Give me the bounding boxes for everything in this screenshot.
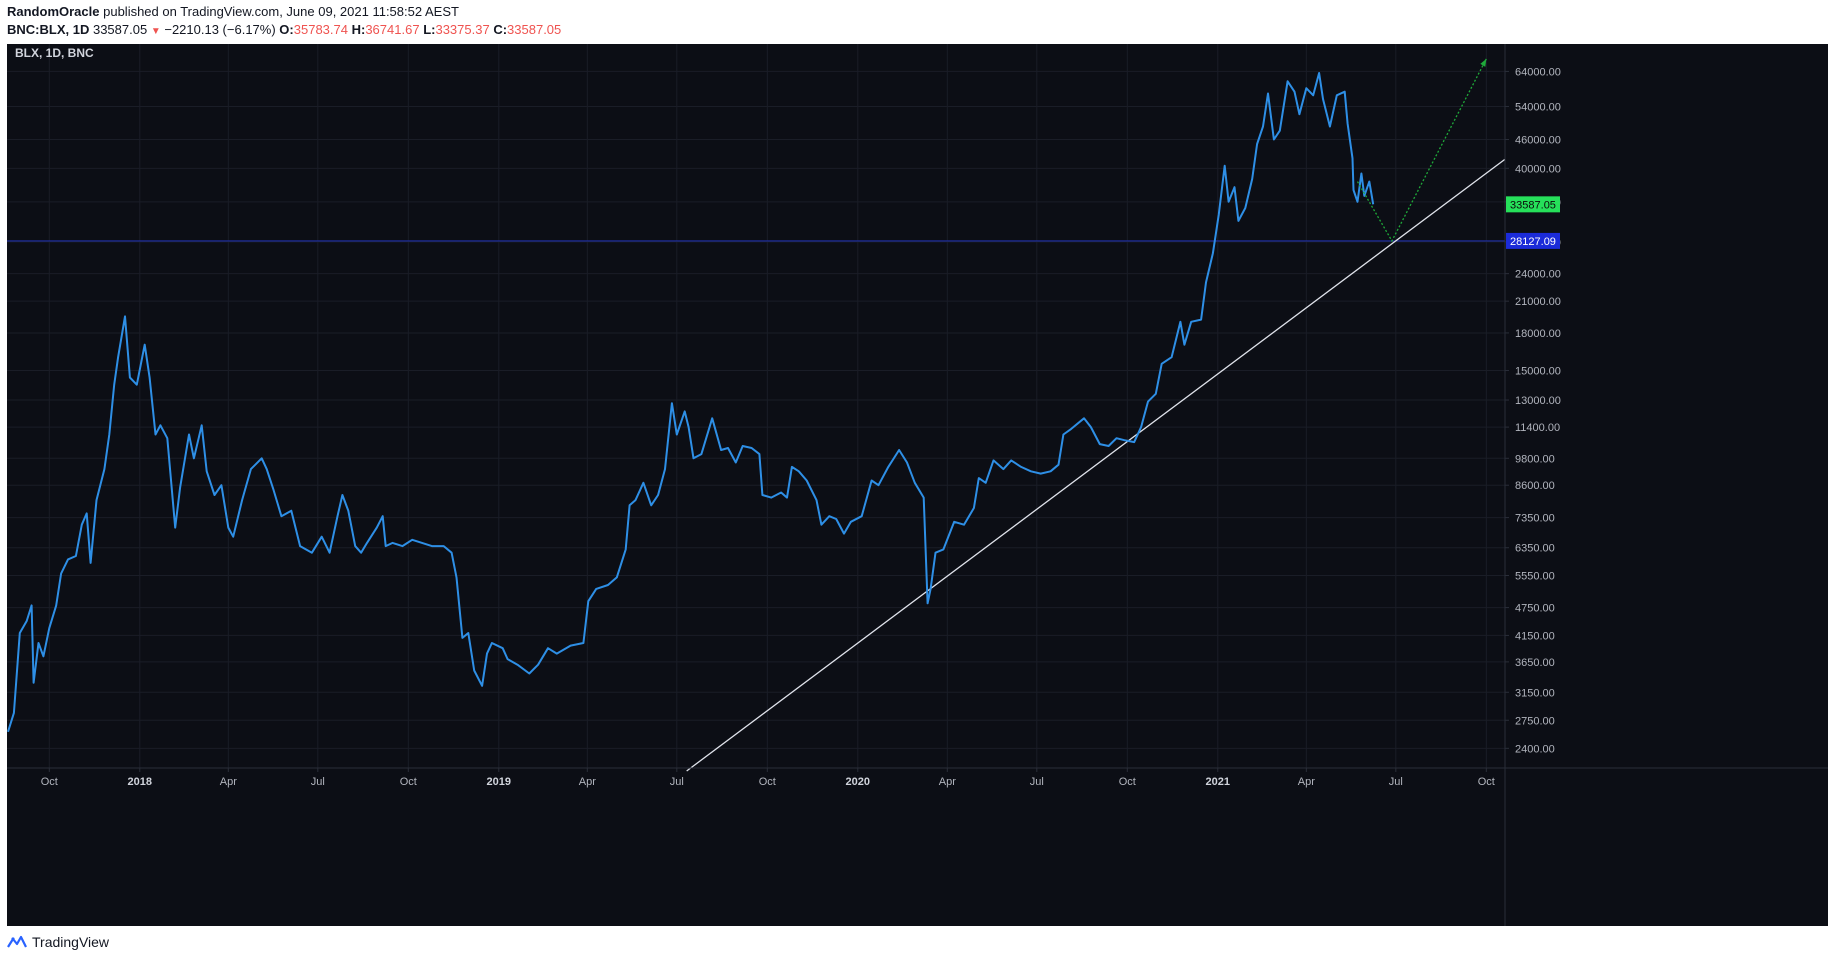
open-value: 35783.74 bbox=[293, 22, 348, 37]
price-tick-label: 11400.00 bbox=[1515, 422, 1560, 434]
time-tick-label: Oct bbox=[1478, 776, 1495, 788]
price-tick-label: 46000.00 bbox=[1515, 135, 1561, 147]
high-value: 36741.67 bbox=[365, 22, 420, 37]
chart-area[interactable]: 76000.0064000.0054000.0046000.0040000.00… bbox=[7, 31, 1828, 926]
price-series-line[interactable] bbox=[7, 72, 1375, 733]
price-tick-label: 2750.00 bbox=[1515, 715, 1555, 727]
price-tick-label: 18000.00 bbox=[1515, 328, 1561, 340]
price-change: −2210.13 (−6.17%) bbox=[164, 22, 276, 37]
time-tick-label: Jul bbox=[311, 776, 325, 788]
last-price-badge: 33587.05 bbox=[1510, 199, 1556, 211]
time-tick-label: 2021 bbox=[1206, 776, 1230, 788]
price-tick-label: 7350.00 bbox=[1515, 513, 1555, 525]
close-label: C: bbox=[493, 22, 508, 37]
plot-layer bbox=[7, 58, 1506, 772]
brand-label: TradingView bbox=[32, 934, 110, 950]
last-price-badge-bg bbox=[1506, 196, 1560, 213]
price-tick-label: 24000.00 bbox=[1515, 269, 1561, 281]
price-tick-label: 5550.00 bbox=[1515, 570, 1555, 582]
footer: TradingView bbox=[0, 926, 1828, 961]
time-tick-label: Jul bbox=[1030, 776, 1044, 788]
price-tick-label: 2400.00 bbox=[1515, 743, 1555, 755]
projection-arrowhead bbox=[1480, 58, 1487, 67]
time-tick-label: Oct bbox=[400, 776, 417, 788]
projection-path[interactable] bbox=[1356, 58, 1487, 243]
time-axis[interactable]: Oct 2018 Apr Jul Oct 2019 Apr Jul Oct 2020 Apr Jul O… bbox=[7, 767, 1828, 788]
time-tick-label: Jul bbox=[1389, 776, 1403, 788]
time-tick-label: Apr bbox=[939, 776, 956, 788]
grid-lines bbox=[7, 35, 1505, 768]
time-tick-label: 2020 bbox=[846, 776, 870, 788]
publish-info: RandomOracle published on TradingView.co… bbox=[7, 4, 459, 19]
low-label: L: bbox=[423, 22, 436, 37]
symbol-label: BLX, 1D, BNC bbox=[15, 46, 94, 60]
price-tick-label: 64000.00 bbox=[1515, 66, 1561, 78]
price-tick-label: 9800.00 bbox=[1515, 453, 1555, 465]
symbol-title: BNC:BLX, 1D bbox=[7, 22, 90, 37]
last-price: 33587.05 bbox=[92, 22, 148, 37]
price-tick-label: 8600.00 bbox=[1515, 480, 1555, 492]
time-tick-label: Oct bbox=[41, 776, 58, 788]
hline-price-badge: 28127.09 bbox=[1510, 236, 1556, 248]
time-tick-label: Oct bbox=[759, 776, 776, 788]
price-tick-label: 40000.00 bbox=[1515, 163, 1561, 175]
price-tick-label: 6350.00 bbox=[1515, 543, 1555, 555]
price-tick-label: 3150.00 bbox=[1515, 687, 1555, 699]
open-label: O: bbox=[279, 22, 294, 37]
author-name[interactable]: RandomOracle bbox=[7, 4, 100, 19]
price-chart[interactable]: 76000.0064000.0054000.0046000.0040000.00… bbox=[7, 31, 1828, 926]
ascending-trendline[interactable] bbox=[686, 158, 1506, 772]
time-tick-label: Oct bbox=[1119, 776, 1136, 788]
ohlc-legend: BNC:BLX, 1D 33587.05 ▼ −2210.13 (−6.17%)… bbox=[7, 22, 561, 37]
price-axis[interactable]: 76000.0064000.0054000.0046000.0040000.00… bbox=[1504, 31, 1561, 926]
low-value: 33375.37 bbox=[435, 22, 490, 37]
price-tick-label: 3650.00 bbox=[1515, 657, 1555, 669]
time-tick-label: Apr bbox=[579, 776, 596, 788]
time-tick-label: 2018 bbox=[128, 776, 152, 788]
high-label: H: bbox=[351, 22, 366, 37]
time-tick-label: Jul bbox=[670, 776, 684, 788]
down-triangle-icon: ▼ bbox=[150, 26, 161, 37]
price-tick-label: 54000.00 bbox=[1515, 101, 1561, 113]
hline-price-badge-bg bbox=[1506, 232, 1560, 249]
chart-header: RandomOracle published on TradingView.co… bbox=[0, 0, 1828, 44]
time-tick-label: 2019 bbox=[487, 776, 511, 788]
price-tick-label: 15000.00 bbox=[1515, 366, 1561, 378]
price-tick-label: 4750.00 bbox=[1515, 603, 1555, 615]
price-tick-label: 13000.00 bbox=[1515, 395, 1561, 407]
price-tick-label: 21000.00 bbox=[1515, 296, 1561, 308]
price-tick-label: 4150.00 bbox=[1515, 630, 1555, 642]
close-value: 33587.05 bbox=[507, 22, 562, 37]
time-tick-label: Apr bbox=[220, 776, 237, 788]
tradingview-logo-icon bbox=[7, 935, 27, 948]
publish-text: published on TradingView.com, June 09, 2… bbox=[103, 4, 459, 19]
time-tick-label: Apr bbox=[1298, 776, 1315, 788]
tradingview-brand[interactable]: TradingView bbox=[7, 934, 109, 950]
